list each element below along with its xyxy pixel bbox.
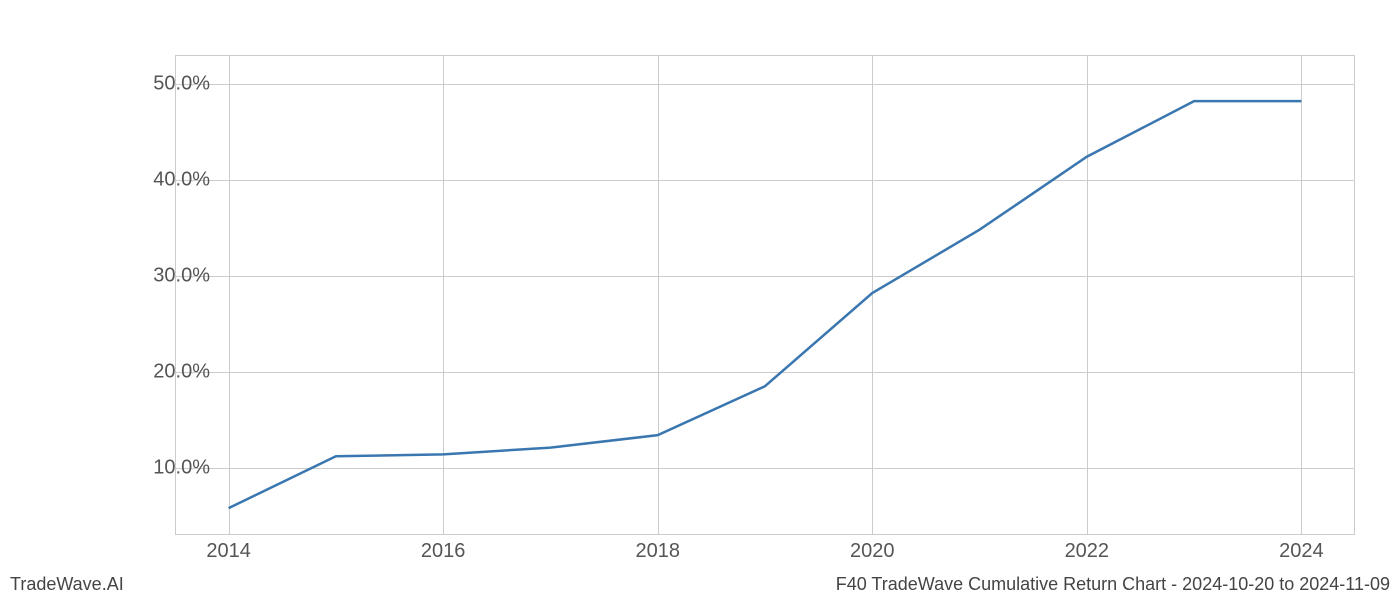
x-tick-label: 2016: [421, 540, 466, 563]
line-series: [175, 55, 1355, 535]
footer-brand: TradeWave.AI: [10, 574, 124, 595]
x-tick-label: 2020: [850, 540, 895, 563]
y-tick-label: 40.0%: [110, 168, 210, 191]
y-tick-label: 20.0%: [110, 360, 210, 383]
y-tick-label: 10.0%: [110, 456, 210, 479]
chart-area: [175, 55, 1355, 535]
footer-caption: F40 TradeWave Cumulative Return Chart - …: [836, 574, 1390, 595]
x-tick-label: 2022: [1065, 540, 1110, 563]
x-tick-label: 2014: [206, 540, 251, 563]
x-tick-label: 2024: [1279, 540, 1324, 563]
x-tick-label: 2018: [635, 540, 680, 563]
y-tick-label: 30.0%: [110, 264, 210, 287]
y-tick-label: 50.0%: [110, 72, 210, 95]
